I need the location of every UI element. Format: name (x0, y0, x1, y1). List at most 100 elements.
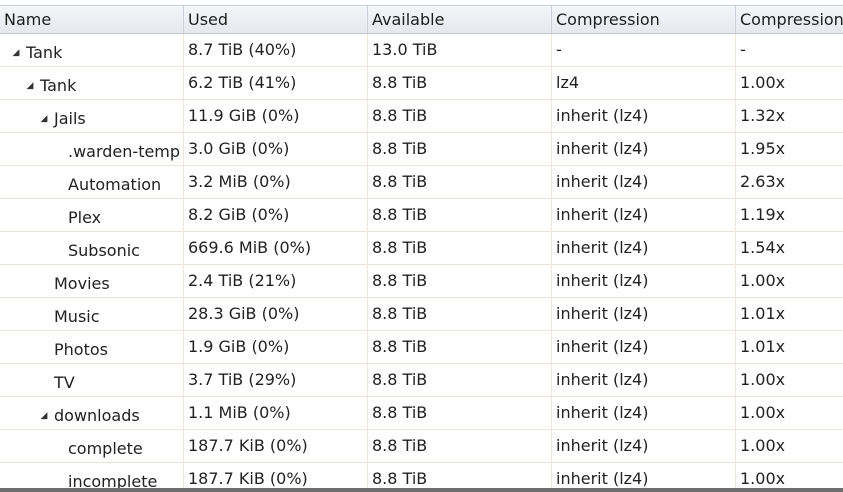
cell-compression-ratio: 1.54x (740, 238, 786, 257)
cell-compression-ratio: 1.01x (740, 337, 786, 356)
cell-compression-ratio: 1.00x (740, 469, 786, 488)
cell-compression: inherit (lz4) (552, 430, 736, 462)
grid-body: ◢ Tank 8.7 TiB (40%) 13.0 TiB - - ◢ Tank 6.2 TiB… (0, 34, 843, 492)
dataset-name: Plex (68, 208, 102, 227)
cell-compression: inherit (lz4) (552, 364, 736, 396)
cell-compression: inherit (lz4) (552, 166, 736, 198)
cell-compression: inherit (lz4) (552, 100, 736, 132)
cell-name: ◢Movies (0, 265, 184, 297)
cell-available: 8.8 TiB (368, 232, 552, 264)
cell-name: ◢ Tank (0, 34, 184, 66)
cell-compression: inherit (lz4) (552, 199, 736, 231)
cell-compression: inherit (lz4) (552, 463, 736, 492)
column-header-name[interactable]: Name (0, 6, 184, 33)
cell-compression: - (552, 34, 736, 66)
cell-used: 6.2 TiB (41%) (184, 67, 368, 99)
cell-name: ◢Music (0, 298, 184, 330)
cell-available: 8.8 TiB (368, 463, 552, 492)
cell-name: ◢Photos (0, 331, 184, 363)
horizontal-scrollbar[interactable] (0, 488, 843, 492)
column-header-compression[interactable]: Compression (552, 6, 736, 33)
cell-compression: inherit (lz4) (552, 298, 736, 330)
cell-used: 3.0 GiB (0%) (184, 133, 368, 165)
cell-compression: inherit (lz4) (552, 232, 736, 264)
column-header-used[interactable]: Used (184, 6, 368, 33)
cell-used: 2.4 TiB (21%) (184, 265, 368, 297)
cell-compression: inherit (lz4) (552, 133, 736, 165)
cell-used: 8.2 GiB (0%) (184, 199, 368, 231)
cell-compression: lz4 (552, 67, 736, 99)
cell-available: 8.8 TiB (368, 265, 552, 297)
cell-compression: inherit (lz4) (552, 331, 736, 363)
tree-expanded-icon[interactable]: ◢ (40, 114, 48, 124)
cell-name: ◢TV (0, 364, 184, 396)
cell-compression-ratio: 1.01x (740, 304, 786, 323)
cell-available: 8.8 TiB (368, 331, 552, 363)
tree-expanded-icon[interactable]: ◢ (26, 81, 34, 91)
cell-available: 8.8 TiB (368, 100, 552, 132)
table-row[interactable]: ◢ Tank 8.7 TiB (40%) 13.0 TiB - - (0, 34, 843, 67)
cell-compression-ratio: 1.19x (740, 205, 786, 224)
table-row[interactable]: ◢ downloads 1.1 MiB (0%) 8.8 TiB inherit (lz… (0, 397, 843, 430)
dataset-name: complete (68, 439, 143, 458)
cell-available: 8.8 TiB (368, 199, 552, 231)
dataset-name: Subsonic (68, 241, 140, 260)
dataset-name: Tank (26, 43, 63, 62)
cell-used: 11.9 GiB (0%) (184, 100, 368, 132)
column-header-row: Name Used Available Compression Compress… (0, 5, 843, 34)
cell-used: 3.2 MiB (0%) (184, 166, 368, 198)
dataset-name: .warden-temp (68, 142, 181, 161)
cell-available: 8.8 TiB (368, 298, 552, 330)
cell-compression-ratio: 1.00x (740, 403, 786, 422)
cell-name: ◢.warden-temp (0, 133, 184, 165)
tree-expanded-icon[interactable]: ◢ (12, 48, 20, 58)
cell-compression: inherit (lz4) (552, 397, 736, 429)
cell-name: ◢Automation (0, 166, 184, 198)
cell-available: 8.8 TiB (368, 364, 552, 396)
table-row[interactable]: ◢ Jails 11.9 GiB (0%) 8.8 TiB inherit (lz4) 1… (0, 100, 843, 133)
cell-compression-ratio: 1.32x (740, 106, 786, 125)
cell-name: ◢Subsonic (0, 232, 184, 264)
cell-name: ◢ Tank (0, 67, 184, 99)
dataset-name: Automation (68, 175, 162, 194)
cell-available: 8.8 TiB (368, 133, 552, 165)
cell-name: ◢Plex (0, 199, 184, 231)
column-header-compression-ratio[interactable]: Compression (740, 10, 843, 29)
dataset-name: Jails (54, 109, 86, 128)
cell-used: 28.3 GiB (0%) (184, 298, 368, 330)
tree-expanded-icon[interactable]: ◢ (40, 411, 48, 421)
cell-used: 669.6 MiB (0%) (184, 232, 368, 264)
cell-name: ◢complete (0, 430, 184, 462)
dataset-name: TV (54, 373, 75, 392)
cell-available: 8.8 TiB (368, 166, 552, 198)
cell-used: 1.1 MiB (0%) (184, 397, 368, 429)
cell-compression-ratio: 1.00x (740, 436, 786, 455)
dataset-name: Tank (40, 76, 77, 95)
cell-used: 187.7 KiB (0%) (184, 430, 368, 462)
column-header-available[interactable]: Available (368, 6, 552, 33)
cell-compression-ratio: 1.00x (740, 271, 786, 290)
cell-name: ◢ Jails (0, 100, 184, 132)
cell-available: 8.8 TiB (368, 67, 552, 99)
cell-used: 187.7 KiB (0%) (184, 463, 368, 492)
cell-compression-ratio: 1.00x (740, 73, 786, 92)
dataset-name: Music (54, 307, 100, 326)
cell-compression-ratio: 1.95x (740, 139, 786, 158)
table-row[interactable]: ◢ Tank 6.2 TiB (41%) 8.8 TiB lz4 1.00x (0, 67, 843, 100)
dataset-name: Movies (54, 274, 110, 293)
cell-available: 8.8 TiB (368, 430, 552, 462)
cell-available: 8.8 TiB (368, 397, 552, 429)
cell-compression-ratio: 1.00x (740, 370, 786, 389)
cell-compression-ratio: 2.63x (740, 172, 786, 191)
dataset-name: Photos (54, 340, 108, 359)
